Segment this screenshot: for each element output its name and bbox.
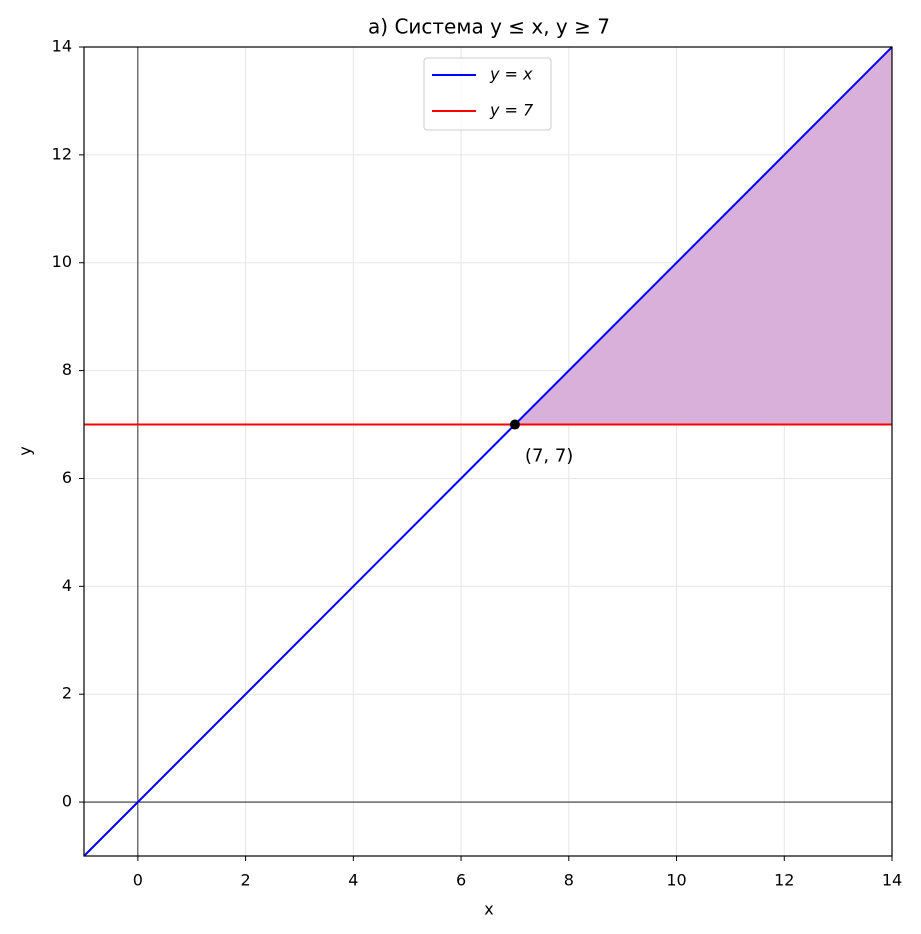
plot-frame: [83, 46, 893, 857]
y-axis-label: y: [16, 446, 35, 455]
x-tick-label: 4: [348, 871, 358, 890]
x-tick-label: 0: [133, 871, 143, 890]
x-axis-label: x: [484, 900, 493, 919]
y-tick-label: 14: [52, 37, 72, 56]
point-label: (7, 7): [525, 446, 573, 467]
intersection-point: [509, 419, 520, 430]
legend-label: y = 7: [489, 101, 534, 120]
y-tick-label: 8: [62, 360, 72, 379]
y-tick-label: 4: [62, 576, 72, 595]
y-tick-label: 2: [62, 684, 72, 703]
x-tick-label: 10: [666, 871, 686, 890]
x-tick-label: 14: [882, 871, 902, 890]
legend-label: y = x: [489, 65, 533, 84]
y-tick-label: 12: [52, 144, 72, 163]
y-tick-label: 0: [62, 792, 72, 811]
x-tick-label: 6: [456, 871, 466, 890]
y-tick-label: 6: [62, 468, 72, 487]
y-tick-label: 10: [52, 252, 72, 271]
x-tick-label: 8: [564, 871, 574, 890]
line: [83, 46, 893, 857]
x-tick-label: 12: [774, 871, 794, 890]
chart-title: а) Система y ≤ x, y ≥ 7: [368, 15, 610, 39]
x-tick-label: 2: [241, 871, 251, 890]
